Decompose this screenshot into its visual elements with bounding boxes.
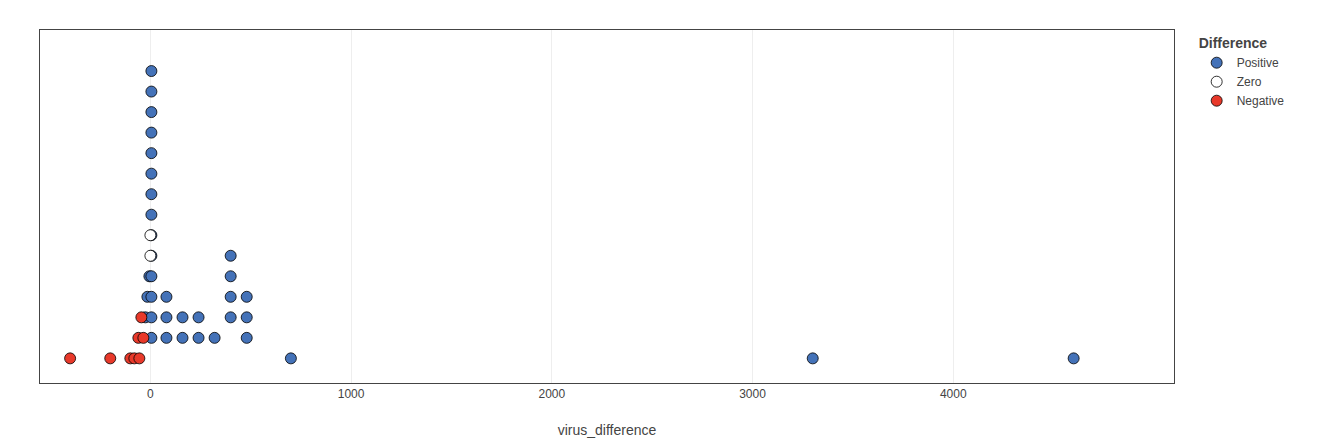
svg-text:virus_difference: virus_difference — [558, 422, 657, 438]
svg-text:3000: 3000 — [739, 387, 766, 401]
svg-text:0: 0 — [147, 387, 154, 401]
svg-text:2000: 2000 — [538, 387, 565, 401]
svg-text:Positive: Positive — [1237, 56, 1279, 70]
svg-text:4000: 4000 — [940, 387, 967, 401]
svg-text:1000: 1000 — [338, 387, 365, 401]
svg-text:Difference: Difference — [1199, 35, 1268, 51]
svg-text:Zero: Zero — [1237, 75, 1262, 89]
svg-text:Negative: Negative — [1237, 94, 1285, 108]
